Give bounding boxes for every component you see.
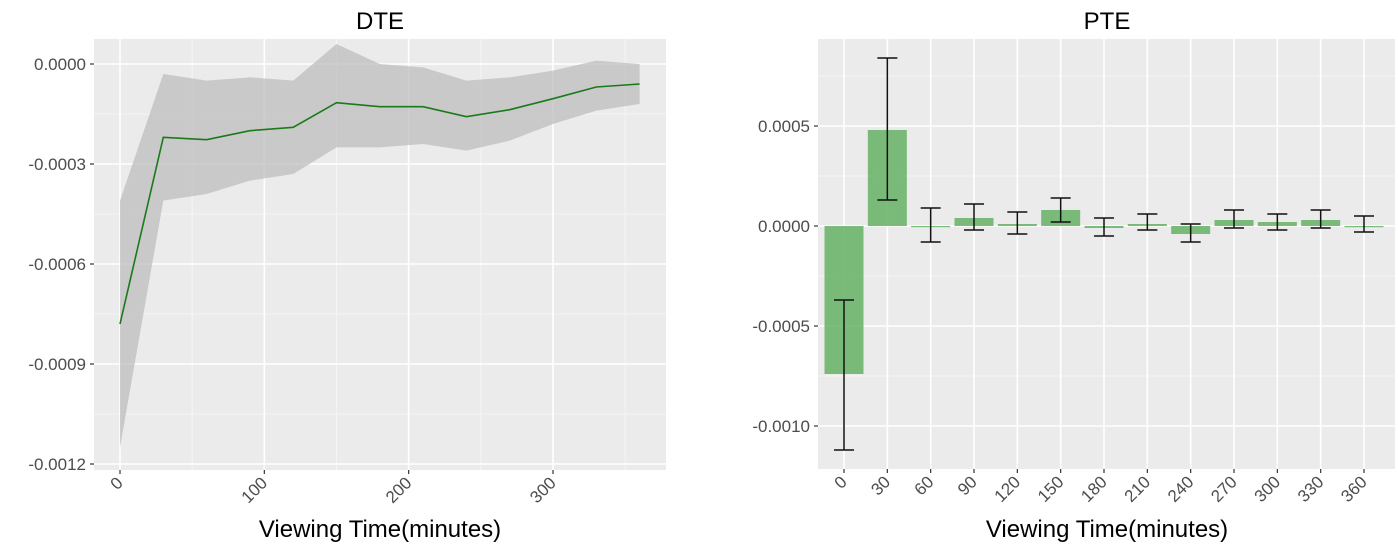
x-tick-label: 300 (1251, 472, 1284, 505)
x-tick-label: 210 (1121, 472, 1154, 505)
x-tick-label: 300 (526, 473, 559, 506)
x-tick-label: 200 (382, 473, 415, 506)
x-tick-label: 90 (954, 472, 981, 499)
y-tick-label: 0.0000 (758, 217, 810, 236)
dte-x-axis-label: Viewing Time(minutes) (258, 516, 502, 543)
y-tick-label: -0.0006 (28, 255, 86, 274)
y-tick-label: -0.0009 (28, 355, 86, 374)
dte-panel: DTE 0.0000 -0.0003 -0.0006 -0.0009 -0.0012 0 1… (28, 8, 666, 543)
y-tick-label: -0.0010 (752, 417, 810, 436)
y-tick-label: 0.0000 (34, 55, 86, 74)
pte-plot: 0.0005 0.0000 -0.0005 -0.0010 0 30 60 90 120 150 1… (752, 39, 1395, 506)
x-tick-label: 360 (1337, 472, 1370, 505)
confidence-band (120, 44, 640, 448)
x-tick-label: 120 (991, 472, 1024, 505)
pte-panel: PTE 0.0005 0.0000 -0.0005 -0.0010 0 30 60 90 120… (700, 0, 1398, 552)
pte-title: PTE (1083, 8, 1131, 35)
x-tick-label: 100 (238, 473, 271, 506)
x-tick-label: 0 (831, 472, 851, 492)
x-tick-label: 330 (1294, 472, 1327, 505)
y-tick-label: -0.0003 (28, 155, 86, 174)
dte-title: DTE (356, 8, 404, 35)
x-tick-label: 0 (107, 473, 127, 493)
y-tick-label: -0.0012 (28, 455, 86, 474)
pte-plot-background (818, 39, 1395, 469)
y-tick-label: 0.0005 (758, 117, 810, 136)
x-tick-label: 270 (1207, 472, 1240, 505)
y-tick-label: -0.0005 (752, 317, 810, 336)
x-tick-label: 30 (867, 472, 894, 499)
x-tick-label: 60 (911, 472, 938, 499)
pte-x-axis-label: Viewing Time(minutes) (985, 516, 1229, 543)
x-tick-label: 150 (1034, 472, 1067, 505)
dte-plot: 0.0000 -0.0003 -0.0006 -0.0009 -0.0012 0 100 20… (28, 39, 666, 507)
x-tick-label: 240 (1164, 472, 1197, 505)
x-tick-label: 180 (1077, 472, 1110, 505)
estimate-line (119, 83, 640, 325)
